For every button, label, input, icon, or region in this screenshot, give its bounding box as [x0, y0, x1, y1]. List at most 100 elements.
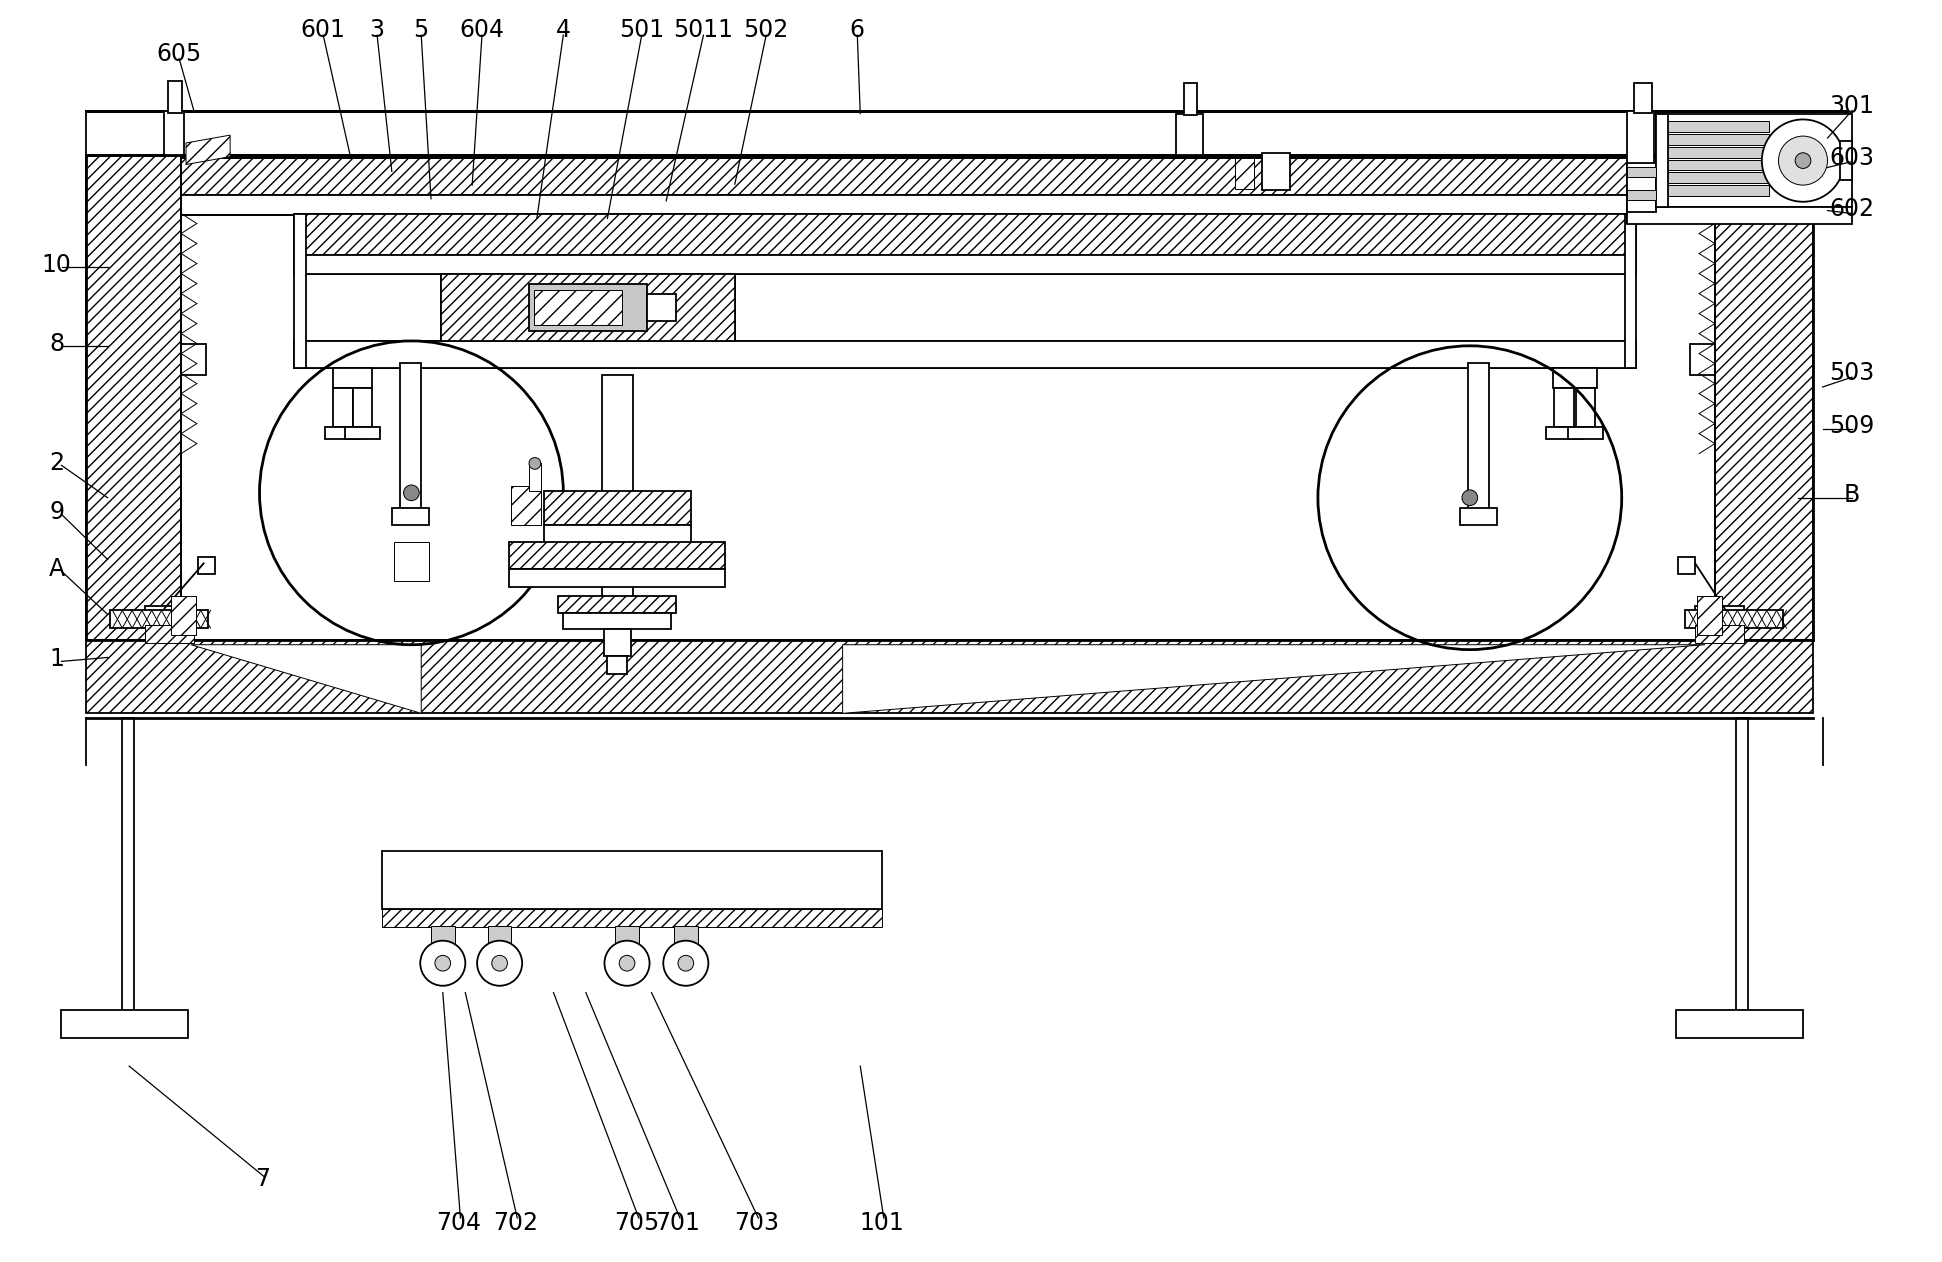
Bar [1546, 427, 1581, 439]
Circle shape [664, 940, 709, 986]
Circle shape [435, 955, 451, 970]
Text: 101: 101 [860, 1212, 905, 1235]
Bar [1660, 186, 1769, 196]
Bar [181, 343, 206, 375]
Text: A: A [49, 558, 64, 582]
Text: 703: 703 [734, 1212, 779, 1235]
Text: B: B [1843, 483, 1860, 507]
Circle shape [619, 955, 635, 970]
Bar [1660, 173, 1769, 183]
Text: 603: 603 [1829, 145, 1874, 169]
Polygon shape [186, 135, 229, 164]
Bar [122, 718, 134, 1012]
Bar [563, 613, 672, 628]
Bar [604, 628, 631, 656]
Bar [85, 111, 1847, 155]
Bar [1554, 369, 1596, 387]
Bar [1235, 158, 1255, 189]
Text: 301: 301 [1829, 93, 1874, 117]
Bar [528, 284, 647, 331]
Polygon shape [190, 645, 421, 713]
Bar [1715, 155, 1812, 640]
Bar [544, 491, 691, 525]
Bar [392, 507, 429, 525]
Bar [383, 910, 882, 928]
Bar [1657, 114, 1853, 207]
Text: 8: 8 [49, 332, 64, 356]
Bar [509, 569, 724, 587]
Bar [1676, 1011, 1802, 1037]
Circle shape [678, 955, 693, 970]
Bar [1627, 163, 1657, 212]
Bar [171, 596, 196, 635]
Bar [509, 541, 724, 569]
Circle shape [528, 458, 540, 469]
Bar [1627, 191, 1657, 199]
Bar [1841, 141, 1853, 180]
Text: 605: 605 [157, 42, 202, 66]
Bar [674, 926, 697, 953]
Bar [1627, 207, 1853, 225]
Bar [1660, 134, 1769, 145]
Bar [1690, 343, 1715, 375]
Bar [602, 375, 633, 601]
Bar [346, 427, 381, 439]
Bar [1657, 114, 1668, 207]
Circle shape [404, 485, 419, 501]
Bar [1185, 83, 1198, 115]
Bar [1697, 596, 1723, 635]
Bar [85, 155, 181, 640]
Bar [1567, 427, 1602, 439]
Text: 705: 705 [614, 1212, 660, 1235]
Bar [1686, 611, 1783, 628]
Bar [1262, 153, 1289, 191]
Text: 5: 5 [414, 18, 429, 42]
Text: 503: 503 [1829, 361, 1874, 385]
Polygon shape [843, 645, 1705, 713]
Bar [146, 606, 194, 625]
Bar [1695, 606, 1744, 625]
Text: 5011: 5011 [674, 18, 734, 42]
Bar [1660, 121, 1769, 133]
Circle shape [604, 940, 649, 986]
Bar [1627, 168, 1657, 177]
Bar [559, 596, 676, 613]
Bar [324, 427, 361, 439]
Text: 602: 602 [1829, 197, 1874, 221]
Bar [383, 851, 882, 910]
Text: 701: 701 [656, 1212, 701, 1235]
Circle shape [491, 955, 507, 970]
Text: 502: 502 [744, 18, 788, 42]
Circle shape [1761, 120, 1845, 202]
Bar [1660, 146, 1769, 158]
Circle shape [1462, 490, 1478, 506]
Circle shape [419, 940, 466, 986]
Bar [647, 294, 676, 322]
Bar [608, 656, 627, 674]
Bar [528, 463, 540, 491]
Text: 604: 604 [460, 18, 505, 42]
Text: 10: 10 [41, 254, 72, 278]
Bar [511, 486, 540, 525]
Circle shape [478, 940, 522, 986]
Text: 9: 9 [49, 501, 64, 525]
Bar [293, 255, 1637, 274]
Bar [1625, 213, 1637, 369]
Bar [400, 363, 421, 510]
Bar [332, 369, 373, 387]
Text: 7: 7 [254, 1167, 270, 1191]
Bar [109, 611, 208, 628]
Bar [1736, 718, 1748, 1012]
Bar [544, 525, 691, 543]
Text: 4: 4 [555, 18, 571, 42]
Bar [169, 81, 183, 112]
Bar [1554, 387, 1573, 427]
Bar [353, 387, 373, 427]
Text: 509: 509 [1829, 414, 1874, 438]
Text: 501: 501 [619, 18, 664, 42]
Bar [1575, 387, 1594, 427]
Bar [534, 290, 621, 326]
Bar [1468, 363, 1490, 510]
Bar [394, 541, 429, 581]
Circle shape [1779, 136, 1827, 186]
